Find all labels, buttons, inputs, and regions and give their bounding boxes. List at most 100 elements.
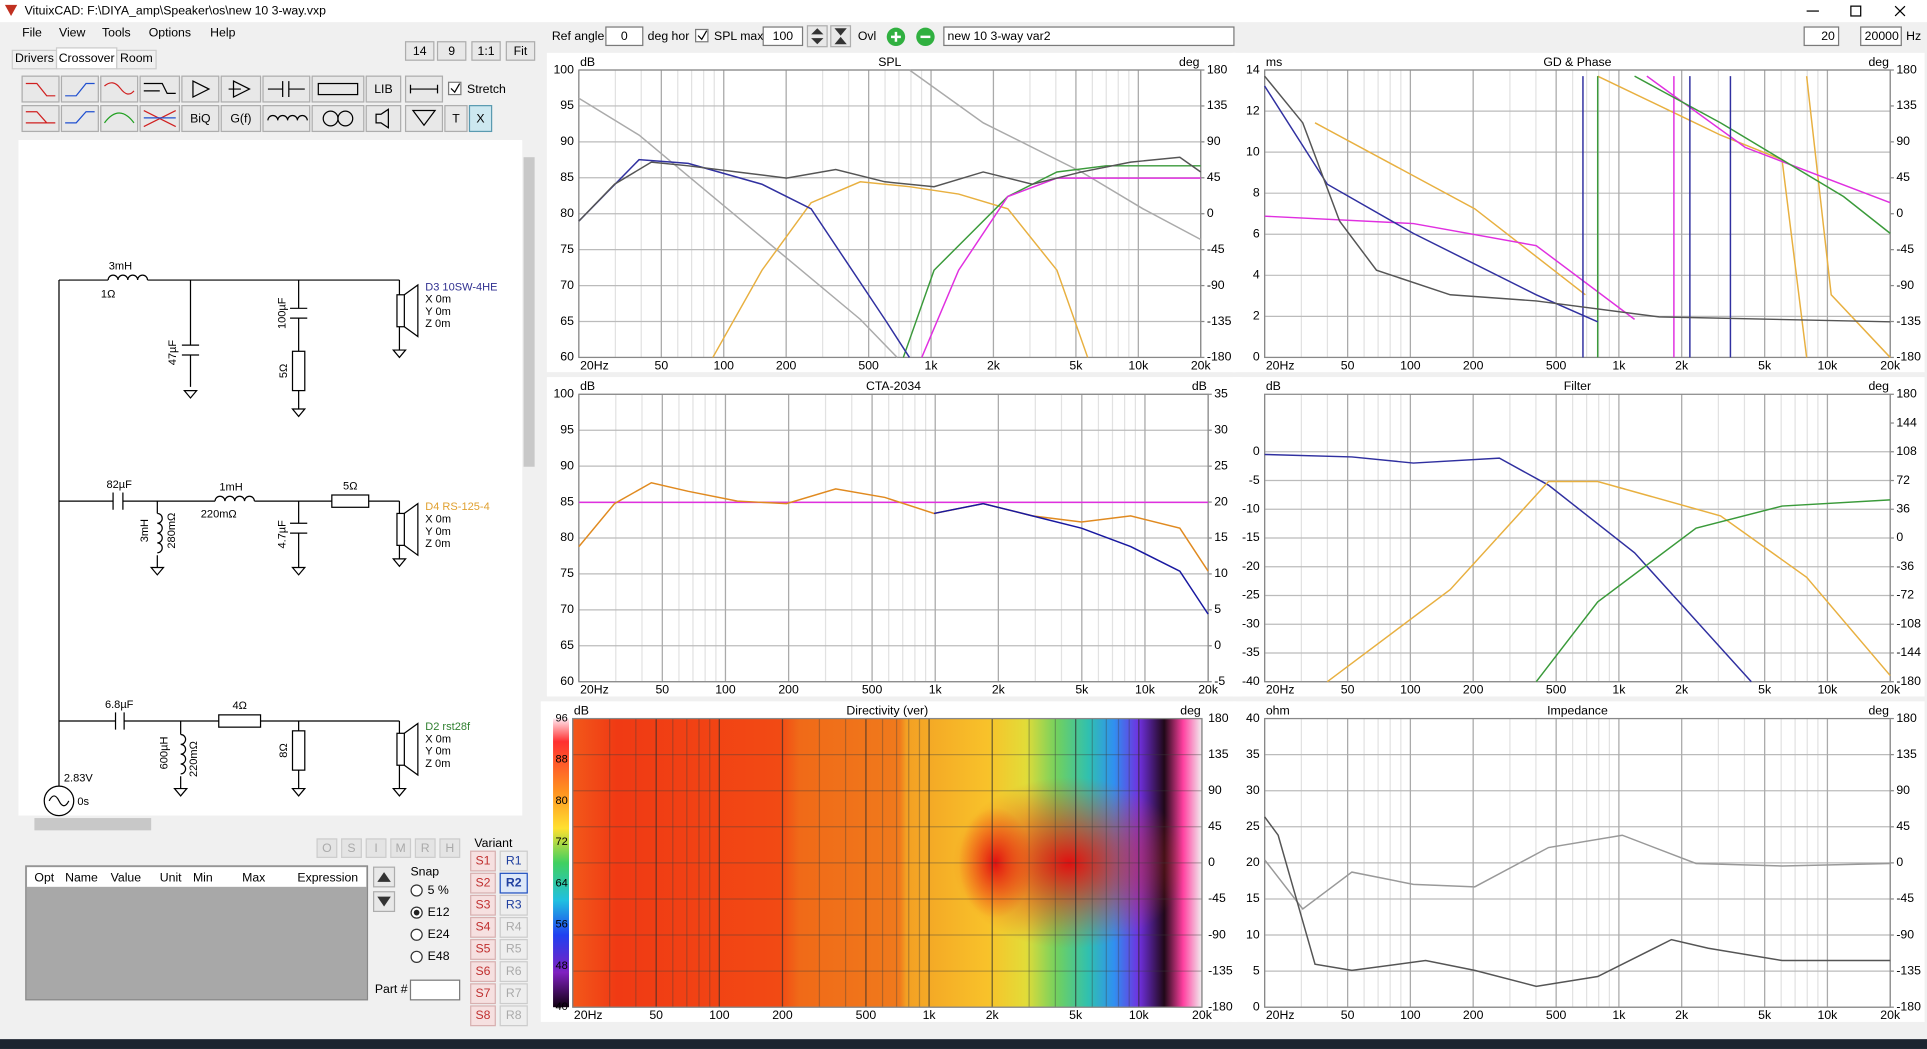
y2-tick-label: 90	[1208, 783, 1222, 797]
tool-btn[interactable]	[444, 105, 468, 133]
tool-btn[interactable]	[262, 105, 311, 133]
state-label: R	[421, 841, 430, 855]
y-tick-label: 35	[1246, 747, 1260, 761]
y-tick-label: 30	[1246, 783, 1260, 797]
tool-btn[interactable]	[365, 75, 402, 103]
tool-btn[interactable]	[468, 105, 493, 133]
tool-btn[interactable]	[220, 75, 262, 103]
part-label: 100µF	[277, 297, 289, 329]
state-btn[interactable]	[414, 838, 436, 858]
variant-s[interactable]	[470, 961, 496, 983]
close[interactable]	[1894, 5, 1906, 17]
tool-btn[interactable]	[181, 75, 220, 103]
radio[interactable]	[410, 950, 423, 963]
variant-r[interactable]	[499, 961, 528, 983]
ref-angle-input[interactable]	[605, 26, 644, 47]
left-unit: dB	[1266, 379, 1281, 393]
menu-item[interactable]: Help	[210, 25, 235, 39]
variant-s[interactable]	[470, 1005, 496, 1027]
menu-item[interactable]: File	[22, 25, 42, 39]
tab[interactable]	[116, 49, 157, 70]
tool-btn[interactable]	[60, 75, 99, 103]
menu-item[interactable]: Options	[149, 25, 191, 39]
y2-tick-label: 35	[1214, 387, 1228, 401]
curve	[1264, 453, 1752, 683]
panel-bg	[546, 52, 1236, 373]
inductor	[180, 733, 187, 775]
tool-btn[interactable]	[404, 105, 444, 133]
state-btn[interactable]	[439, 838, 461, 858]
variant-r[interactable]	[499, 916, 528, 938]
tool-btn[interactable]	[220, 105, 262, 133]
x-tick-label: 10k	[1135, 683, 1156, 697]
tool-btn[interactable]	[181, 105, 220, 133]
menu-item[interactable]: View	[59, 25, 86, 39]
panel-bg	[1232, 377, 1925, 697]
overlay-name[interactable]	[943, 26, 1235, 47]
scroll-thumb[interactable]	[34, 818, 152, 831]
variant-r[interactable]	[499, 894, 528, 916]
spin[interactable]	[830, 25, 852, 48]
x-tick-label: 20k	[1192, 1008, 1213, 1022]
tool-btn[interactable]	[21, 105, 60, 133]
variant-s[interactable]	[470, 894, 496, 916]
y2-tick-label: 0	[1208, 855, 1215, 869]
spl-max-input[interactable]	[762, 26, 804, 47]
variant-r[interactable]	[499, 1005, 528, 1027]
radio[interactable]	[410, 884, 423, 897]
maximize[interactable]	[1850, 5, 1862, 17]
driver-pos: Z 0m	[425, 538, 450, 550]
y2-tick-label: 180	[1896, 711, 1917, 725]
checkbox[interactable]	[694, 28, 709, 43]
y-tick-label: 90	[560, 458, 574, 472]
radio[interactable]	[410, 928, 423, 941]
fmin-input[interactable]	[1803, 26, 1840, 47]
tool-btn[interactable]	[311, 75, 365, 103]
variant-s[interactable]	[470, 850, 496, 872]
y-tick-label: -20	[1242, 559, 1260, 573]
zoom-label: 14	[413, 44, 427, 58]
tool-btn[interactable]	[365, 105, 402, 133]
part-input[interactable]	[409, 979, 461, 1001]
variant-r[interactable]	[499, 939, 528, 960]
y2-tick-label: -90	[1896, 927, 1914, 941]
variant-r[interactable]	[499, 983, 528, 1005]
icon	[25, 82, 56, 97]
state-btn[interactable]	[390, 838, 412, 858]
capacitor	[114, 712, 125, 730]
state-btn[interactable]	[341, 838, 362, 858]
tool-btn[interactable]	[100, 105, 139, 133]
checkbox[interactable]	[447, 81, 462, 96]
variant-s[interactable]	[470, 916, 496, 938]
state-label: O	[322, 841, 332, 855]
source-wave	[48, 795, 70, 807]
variant-r[interactable]	[499, 850, 528, 872]
part-label: Part #	[375, 982, 408, 996]
tool-btn[interactable]	[139, 75, 181, 103]
menu-item[interactable]: Tools	[102, 25, 131, 39]
variant-s[interactable]	[470, 872, 496, 894]
zoom-btn[interactable]	[436, 41, 467, 61]
driver-label: D2 rst28f	[425, 721, 471, 733]
spin[interactable]	[806, 25, 828, 48]
x-tick-label: 200	[776, 358, 797, 372]
btn-label: LIB	[374, 82, 392, 96]
zoom-btn[interactable]	[404, 41, 435, 61]
right-unit: dB	[1192, 379, 1207, 393]
variant-s-label: S3	[475, 898, 490, 912]
colorbar-label: 96	[556, 712, 568, 724]
scroll-thumb[interactable]	[523, 157, 535, 467]
tool-btn[interactable]	[100, 75, 139, 103]
zoom-btn[interactable]	[505, 41, 536, 61]
zoom-btn[interactable]	[471, 41, 501, 61]
variant-r[interactable]	[499, 872, 528, 894]
state-btn[interactable]	[316, 838, 338, 858]
schematic-panel	[18, 140, 523, 816]
variant-s[interactable]	[470, 983, 496, 1005]
state-btn[interactable]	[365, 838, 387, 858]
zoom-label: 9	[448, 44, 455, 58]
curve	[578, 158, 911, 358]
fmax-input[interactable]	[1860, 26, 1902, 47]
variant-s[interactable]	[470, 939, 496, 960]
y2-tick-label: 5	[1214, 602, 1221, 616]
